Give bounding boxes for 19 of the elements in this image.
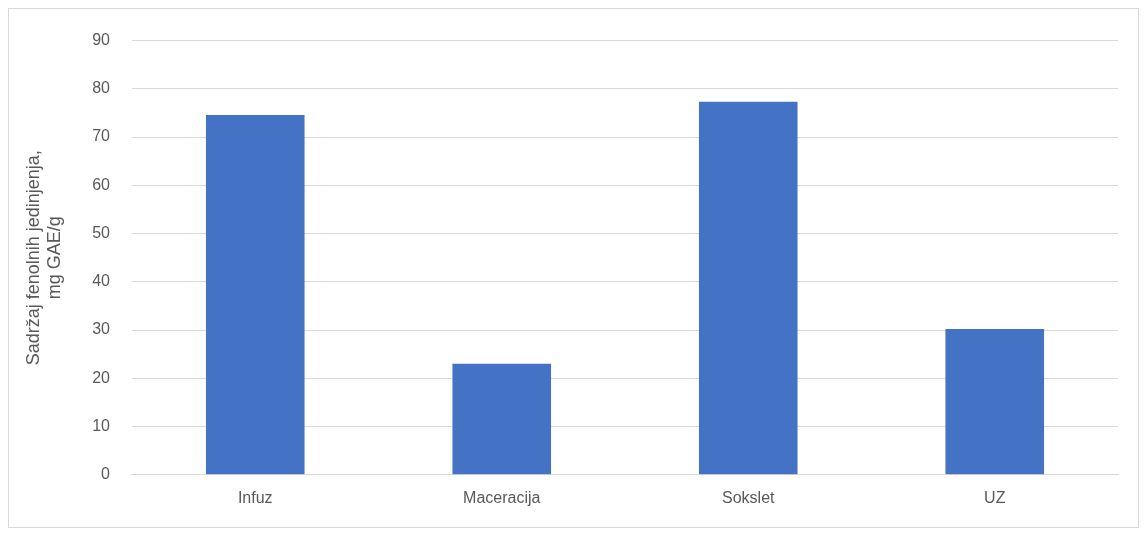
y-tick-label: 60 [92, 175, 111, 193]
x-tick-label: UZ [984, 488, 1006, 506]
y-tick-label: 50 [92, 223, 111, 241]
y-tick-label: 70 [92, 127, 111, 145]
y-tick-label: 0 [101, 465, 111, 483]
y-tick-label: 90 [92, 31, 111, 49]
x-tick-label: Sokslet [722, 488, 776, 506]
y-tick-label: 30 [92, 320, 111, 338]
y-tick-label: 80 [92, 79, 111, 97]
bar [945, 329, 1045, 475]
bar [205, 114, 305, 475]
bar [452, 363, 552, 475]
y-tick-label: 10 [92, 416, 111, 434]
y-axis-title: Sadržaj fenolnih jedinjenja, mg GAE/g [22, 150, 65, 366]
y-tick-label: 40 [92, 272, 111, 290]
bar [698, 101, 798, 475]
x-tick-label: Maceracija [463, 488, 541, 506]
y-tick-label: 20 [92, 368, 111, 386]
x-tick-label: Infuz [237, 488, 273, 506]
